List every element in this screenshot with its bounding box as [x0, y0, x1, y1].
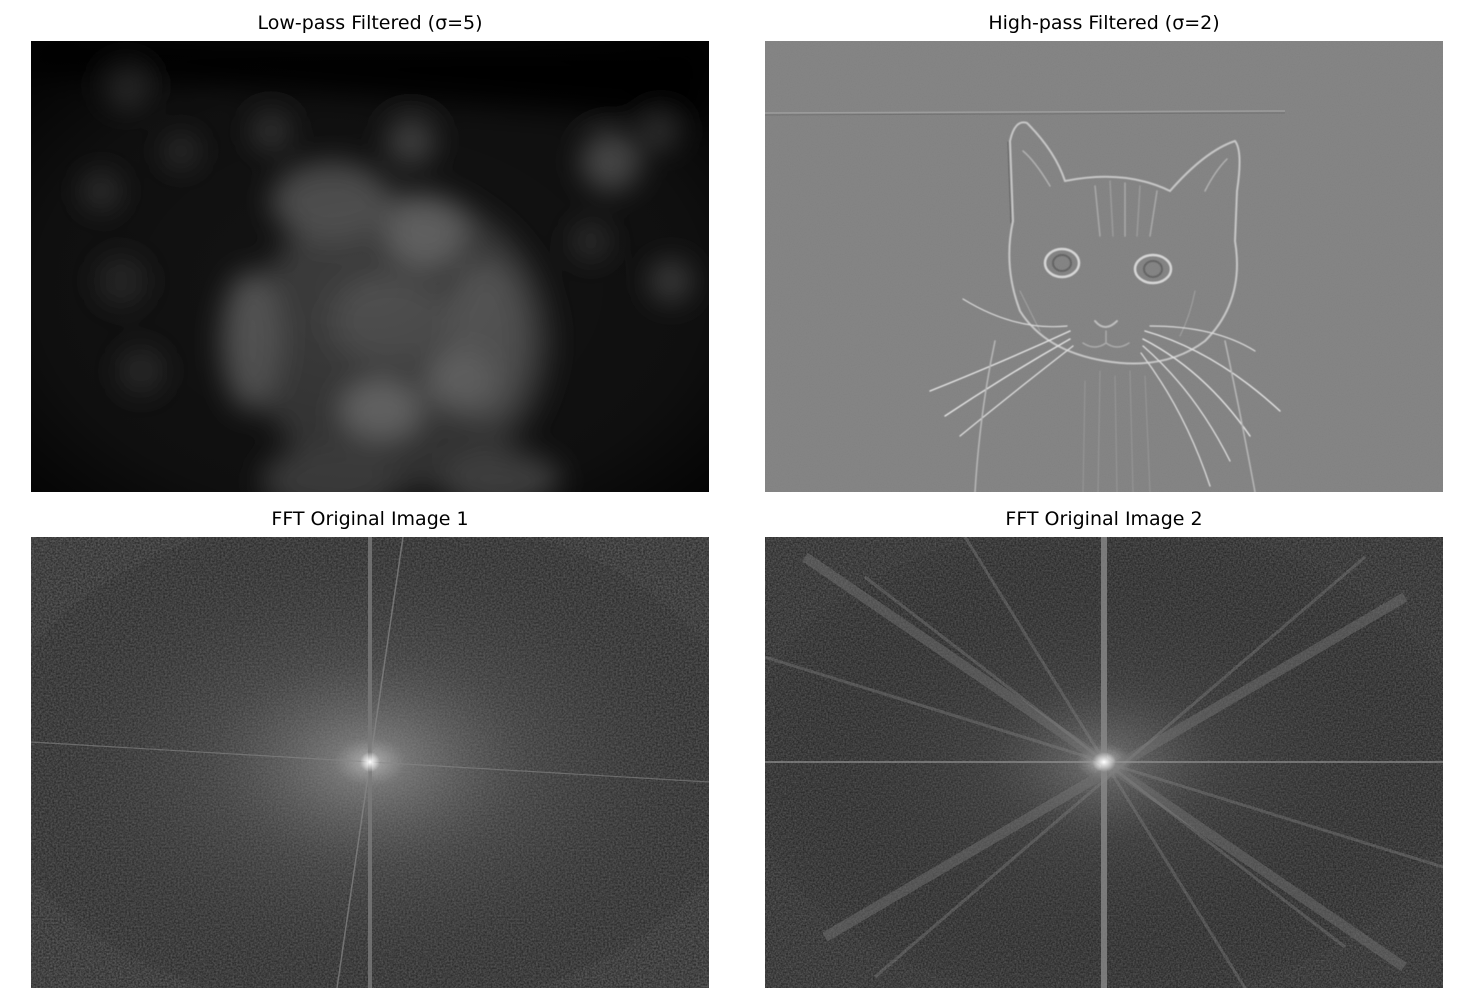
fft-spectrum-image-1 [31, 537, 709, 988]
lowpass-filtered-image [31, 41, 709, 492]
fft-spectrum-image-2 [765, 537, 1443, 988]
panel-title-lowpass: Low-pass Filtered (σ=5) [257, 12, 483, 34]
panel-title-highpass: High-pass Filtered (σ=2) [988, 12, 1220, 34]
panel-title-fft-2: FFT Original Image 2 [1005, 508, 1203, 530]
highpass-filtered-image [765, 41, 1443, 492]
panel-title-fft-1: FFT Original Image 1 [271, 508, 469, 530]
